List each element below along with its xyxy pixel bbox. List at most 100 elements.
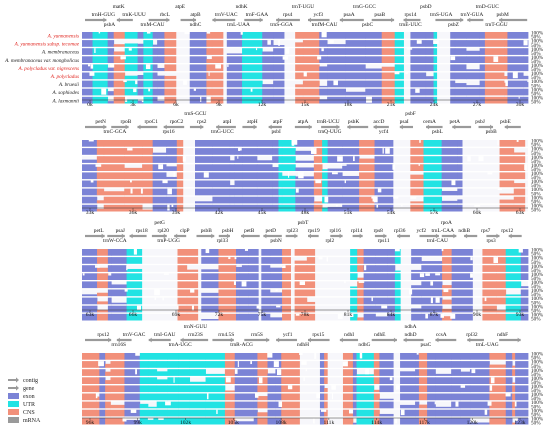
- identity-fill: [313, 180, 323, 188]
- identity-fill: [496, 273, 507, 280]
- gene-arrow-head: [403, 17, 407, 23]
- identity-fill: [499, 140, 515, 147]
- gene-arrow-head: [490, 124, 494, 130]
- identity-trough: [425, 313, 428, 319]
- identity-fill: [319, 85, 328, 88]
- identity-fill: [489, 364, 507, 368]
- identity-fill: [322, 207, 329, 212]
- identity-fill: [387, 265, 396, 272]
- identity-fill: [484, 80, 505, 88]
- identity-label-bottom: 50%: [531, 380, 541, 386]
- identity-fill: [374, 188, 394, 196]
- gene-label: trnK-UUU: [122, 12, 145, 18]
- gene-arrow: [174, 234, 187, 238]
- identity-trough: [337, 156, 343, 162]
- identity-fill: [363, 297, 376, 305]
- identity-label-bottom: 50%: [531, 292, 541, 298]
- identity-fill: [415, 409, 420, 417]
- identity-label-top: 100%: [531, 368, 544, 374]
- identity-fill: [157, 56, 165, 63]
- identity-trough: [348, 313, 354, 318]
- identity-trough: [487, 401, 492, 406]
- identity-fill: [143, 80, 154, 88]
- identity-label-top: 100%: [531, 63, 544, 69]
- identity-fill: [229, 164, 235, 171]
- identity-fill: [520, 305, 529, 313]
- gene-arrow: [504, 125, 521, 129]
- identity-fill: [460, 417, 471, 425]
- identity-trough: [405, 72, 408, 74]
- gene-arrow: [268, 125, 282, 129]
- identity-fill: [410, 56, 427, 63]
- identity-fill: [381, 48, 396, 55]
- identity-fill: [324, 388, 328, 393]
- identity-fill: [342, 385, 354, 393]
- identity-trough: [241, 281, 247, 287]
- identity-fill: [269, 292, 283, 297]
- identity-fill: [262, 51, 274, 55]
- identity-fill: [441, 156, 458, 163]
- identity-trough: [359, 353, 363, 359]
- identity-fill: [441, 140, 458, 147]
- identity-label-top: 100%: [531, 288, 544, 294]
- identity-label-bottom: 50%: [531, 143, 541, 149]
- identity-trough: [282, 265, 286, 268]
- identity-fill: [394, 64, 404, 72]
- identity-fill: [410, 201, 424, 204]
- identity-fill: [442, 273, 453, 280]
- axis-tick-label: 108k: [276, 420, 287, 426]
- identity-fill: [427, 385, 436, 393]
- gene-arrow-head: [200, 124, 204, 130]
- identity-fill: [82, 297, 98, 305]
- identity-fill: [379, 369, 394, 376]
- identity-trough: [311, 148, 317, 154]
- identity-fill: [507, 48, 524, 55]
- identity-trough: [154, 297, 157, 300]
- identity-fill: [234, 385, 255, 393]
- identity-fill: [350, 257, 358, 264]
- identity-fill: [281, 188, 296, 196]
- identity-fill: [352, 393, 357, 401]
- identity-fill: [253, 377, 258, 384]
- identity-fill: [513, 156, 526, 163]
- identity-label-bottom: 50%: [531, 364, 541, 370]
- identity-fill: [167, 393, 179, 401]
- axis-tick-label: 66k: [129, 312, 138, 318]
- legend-swatch: [8, 393, 19, 399]
- gene-label: psbM: [496, 12, 508, 18]
- identity-trough: [278, 401, 283, 407]
- identity-fill: [205, 401, 226, 409]
- identity-fill: [411, 313, 422, 321]
- identity-fill: [278, 140, 283, 147]
- identity-trough: [365, 369, 369, 375]
- identity-fill: [177, 297, 188, 305]
- gene-arrow: [116, 338, 132, 342]
- identity-fill: [242, 156, 258, 163]
- gene-arrow: [330, 234, 343, 238]
- gene-arrow: [263, 234, 282, 238]
- identity-fill: [126, 273, 143, 280]
- identity-fill: [451, 265, 473, 272]
- identity-fill: [186, 297, 199, 305]
- identity-trough: [183, 80, 187, 85]
- gene-label: ndhH: [297, 342, 309, 348]
- identity-trough: [527, 80, 529, 83]
- identity-fill: [523, 48, 529, 55]
- axis-tick-label: 36k: [129, 210, 138, 216]
- identity-fill: [350, 289, 358, 297]
- identity-fill: [499, 180, 515, 188]
- identity-fill: [381, 56, 396, 63]
- identity-fill: [157, 100, 165, 104]
- identity-trough: [295, 188, 299, 193]
- identity-trough: [489, 385, 493, 391]
- identity-fill: [302, 88, 320, 96]
- identity-fill: [505, 385, 513, 393]
- identity-fill: [435, 409, 452, 417]
- identity-fill: [327, 48, 346, 55]
- identity-fill: [496, 297, 507, 305]
- identity-fill: [421, 289, 443, 297]
- track-row: [82, 417, 528, 425]
- identity-fill: [218, 265, 237, 272]
- identity-fill: [460, 409, 471, 417]
- identity-fill: [415, 393, 420, 401]
